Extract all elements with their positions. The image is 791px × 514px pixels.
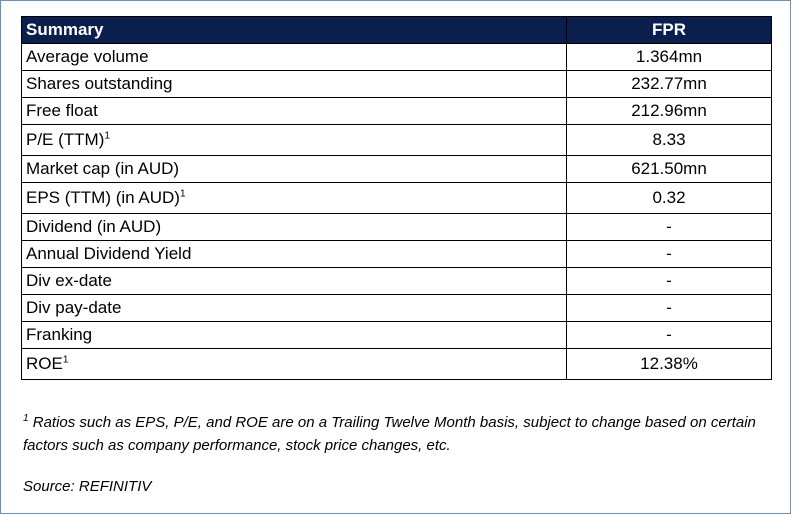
table-row: EPS (TTM) (in AUD)1 0.32 — [21, 182, 772, 214]
row-label: Market cap (in AUD) — [21, 155, 567, 183]
footnote-text: Ratios such as EPS, P/E, and ROE are on … — [23, 414, 756, 454]
table-row: Annual Dividend Yield - — [21, 240, 772, 268]
header-ticker: FPR — [566, 16, 772, 44]
table-row: Average volume 1.364mn — [21, 43, 772, 71]
row-value: 8.33 — [566, 124, 772, 156]
table-row: Market cap (in AUD) 621.50mn — [21, 155, 772, 183]
table-row: Dividend (in AUD) - — [21, 213, 772, 241]
source-note: Source: REFINITIV — [23, 478, 152, 495]
footnote-marker: 1 — [179, 188, 186, 200]
table-header-row: Summary FPR — [21, 16, 772, 44]
row-label: Dividend (in AUD) — [21, 213, 567, 241]
footnote-marker: 1 — [104, 130, 110, 142]
row-value: - — [566, 267, 772, 295]
row-label: ROE1 — [21, 348, 567, 380]
row-value: 212.96mn — [566, 97, 772, 125]
table-row: ROE1 12.38% — [21, 348, 772, 380]
row-label: Div ex-date — [21, 267, 567, 295]
table-row: P/E (TTM)1 8.33 — [21, 124, 772, 156]
row-value: - — [566, 213, 772, 241]
footnote: 1 Ratios such as EPS, P/E, and ROE are o… — [23, 411, 768, 457]
table-row: Div pay-date - — [21, 294, 772, 322]
header-summary: Summary — [21, 16, 567, 44]
row-label: EPS (TTM) (in AUD)1 — [21, 182, 567, 214]
row-label: Annual Dividend Yield — [21, 240, 567, 268]
row-label: Div pay-date — [21, 294, 567, 322]
row-value: - — [566, 321, 772, 349]
row-label: P/E (TTM)1 — [21, 124, 567, 156]
summary-table: Summary FPR Average volume 1.364mn Share… — [21, 16, 772, 380]
row-label: Free float — [21, 97, 567, 125]
row-value: 232.77mn — [566, 70, 772, 98]
table-row: Div ex-date - — [21, 267, 772, 295]
row-value: - — [566, 240, 772, 268]
table-row: Franking - — [21, 321, 772, 349]
row-label: Shares outstanding — [21, 70, 567, 98]
footnote-marker: 1 — [62, 354, 69, 366]
row-value: 1.364mn — [566, 43, 772, 71]
row-value: 0.32 — [566, 182, 772, 214]
row-label: Average volume — [21, 43, 567, 71]
row-value: 621.50mn — [566, 155, 772, 183]
table-row: Shares outstanding 232.77mn — [21, 70, 772, 98]
table-row: Free float 212.96mn — [21, 97, 772, 125]
footnote-marker: 1 — [23, 413, 29, 424]
row-value: 12.38% — [566, 348, 772, 380]
row-value: - — [566, 294, 772, 322]
row-label: Franking — [21, 321, 567, 349]
